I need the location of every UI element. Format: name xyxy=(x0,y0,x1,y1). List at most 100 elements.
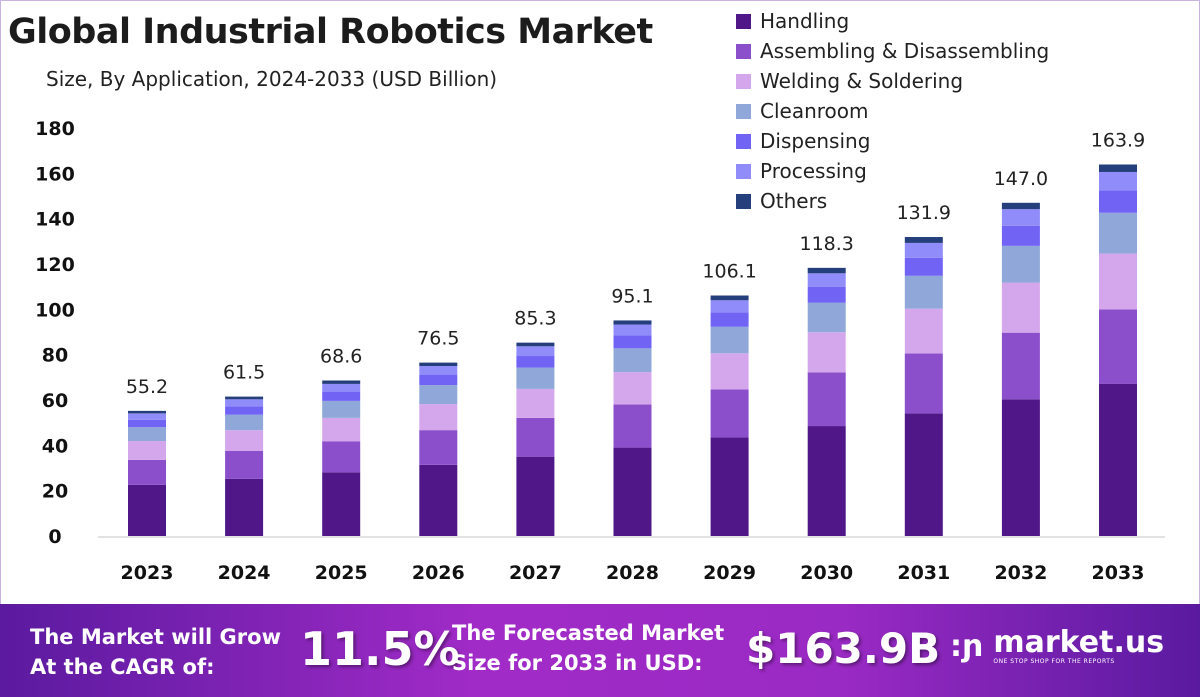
bar-segment-processing xyxy=(807,273,846,287)
bar-segment-assembling-disassembling xyxy=(322,441,361,473)
bar-segment-others xyxy=(322,380,361,384)
legend-item: Cleanroom xyxy=(736,96,1049,126)
market-us-logo: :ɲ market.us ONE STOP SHOP FOR THE REPOR… xyxy=(950,625,1165,666)
bar-segment-others xyxy=(419,362,458,366)
bar-segment-assembling-disassembling xyxy=(710,389,749,438)
bar-total-label: 131.9 xyxy=(897,202,951,224)
legend-swatch xyxy=(736,103,751,119)
bar-segment-cleanroom xyxy=(904,275,943,309)
bar-total-label: 76.5 xyxy=(417,328,459,350)
bar-segment-welding-soldering xyxy=(710,353,749,390)
bar-segment-assembling-disassembling xyxy=(613,404,652,448)
forecast-value: $163.9B xyxy=(746,624,941,673)
bar-segment-processing xyxy=(322,383,361,392)
logo-mark-icon: :ɲ xyxy=(950,629,984,664)
bar-segment-processing xyxy=(419,366,458,375)
logo-text: market.us xyxy=(993,625,1165,660)
legend-swatch xyxy=(736,133,751,149)
stacked-bar-chart: 0 20 40 60 80 100 120 140 160 180 55.2 2023 61.5 2024… xyxy=(35,118,1165,584)
bar-segment-handling xyxy=(128,484,166,536)
legend-swatch xyxy=(736,193,751,209)
bar-segment-processing xyxy=(710,300,749,313)
bar-segment-welding-soldering xyxy=(419,404,458,431)
bar-segment-assembling-disassembling xyxy=(1001,332,1040,400)
bar-total-label: 68.6 xyxy=(320,346,362,368)
x-tick-label: 2028 xyxy=(606,562,659,584)
bar-segment-welding-soldering xyxy=(1001,282,1040,333)
legend-label: Others xyxy=(760,189,828,213)
bar-total-label: 118.3 xyxy=(799,233,853,255)
x-tick-label: 2025 xyxy=(315,562,368,584)
bar-segment-dispensing xyxy=(1099,190,1137,213)
chart-subtitle: Size, By Application, 2024-2033 (USD Bil… xyxy=(46,67,498,91)
legend-label: Handling xyxy=(760,9,850,33)
bar-segment-dispensing xyxy=(516,356,555,368)
x-tick-label: 2026 xyxy=(412,562,465,584)
legend-swatch xyxy=(736,13,751,29)
bar-segment-cleanroom xyxy=(1099,212,1137,254)
bar-segment-dispensing xyxy=(613,335,652,349)
bar-segment-dispensing xyxy=(225,406,264,415)
bar-segment-assembling-disassembling xyxy=(128,459,166,485)
y-tick-label: 100 xyxy=(35,299,75,321)
y-tick-label: 40 xyxy=(42,435,68,457)
forecast-label-line2: Size for 2033 in USD: xyxy=(452,651,703,675)
bar-segment-welding-soldering xyxy=(807,332,846,373)
bar-segment-others xyxy=(613,320,652,325)
chart-title: Global Industrial Robotics Market xyxy=(8,12,653,52)
cagr-value: 11.5% xyxy=(300,622,460,676)
bar-total-label: 147.0 xyxy=(994,168,1048,190)
bar-segment-welding-soldering xyxy=(1099,253,1137,310)
x-tick-label: 2030 xyxy=(800,562,853,584)
x-tick-label: 2033 xyxy=(1092,562,1145,584)
bar-segment-others xyxy=(1001,202,1040,210)
bar-segment-cleanroom xyxy=(322,400,361,418)
bar-segment-dispensing xyxy=(1001,225,1040,246)
bar-segment-cleanroom xyxy=(516,367,555,389)
bar-segment-cleanroom xyxy=(419,385,458,405)
bar-segment-handling xyxy=(613,447,652,536)
x-tick-label: 2023 xyxy=(121,562,174,584)
logo-tagline: ONE STOP SHOP FOR THE REPORTS xyxy=(993,658,1115,665)
bar-segment-handling xyxy=(516,456,555,536)
y-tick-label: 180 xyxy=(35,118,75,140)
legend: Handling Assembling & Disassembling Weldin… xyxy=(736,6,1049,216)
bar-segment-cleanroom xyxy=(710,326,749,354)
bar-segment-dispensing xyxy=(807,286,846,303)
legend-item: Processing xyxy=(736,156,1049,186)
forecast-label-line1: The Forecasted Market xyxy=(452,621,725,645)
legend-item: Dispensing xyxy=(736,126,1049,156)
bar-segment-handling xyxy=(807,426,846,536)
bar-segment-handling xyxy=(225,478,264,536)
bar-segment-welding-soldering xyxy=(516,388,555,418)
bar-segment-others xyxy=(516,342,555,347)
legend-label: Assembling & Disassembling xyxy=(760,39,1050,63)
legend-label: Welding & Soldering xyxy=(760,69,964,93)
legend-item: Others xyxy=(736,186,1049,216)
bar-segment-handling xyxy=(1001,399,1040,536)
x-tick-label: 2024 xyxy=(218,562,271,584)
bar-total-label: 163.9 xyxy=(1091,129,1145,151)
bar-segment-handling xyxy=(322,472,361,536)
bar-segment-cleanroom xyxy=(225,414,264,431)
bar-segment-processing xyxy=(225,399,264,407)
bar-total-label: 55.2 xyxy=(126,376,168,398)
legend-label: Cleanroom xyxy=(760,99,869,123)
legend-item: Assembling & Disassembling xyxy=(736,36,1049,66)
bar-segment-others xyxy=(904,237,943,243)
bar-segment-dispensing xyxy=(419,374,458,386)
x-tick-label: 2031 xyxy=(897,562,950,584)
bar-segment-handling xyxy=(710,437,749,536)
bar-segment-others xyxy=(1099,164,1137,172)
bar-segment-assembling-disassembling xyxy=(419,430,458,465)
x-tick-label: 2027 xyxy=(509,562,562,584)
y-tick-label: 60 xyxy=(42,390,68,412)
bar-total-label: 106.1 xyxy=(702,261,756,283)
bar-segment-handling xyxy=(419,464,458,536)
bar-total-label: 61.5 xyxy=(223,362,265,384)
bar-segment-assembling-disassembling xyxy=(807,372,846,427)
bar-segment-others xyxy=(807,267,846,274)
legend-item: Welding & Soldering xyxy=(736,66,1049,96)
bar-segment-processing xyxy=(1001,209,1040,226)
bar-segment-cleanroom xyxy=(128,427,166,442)
